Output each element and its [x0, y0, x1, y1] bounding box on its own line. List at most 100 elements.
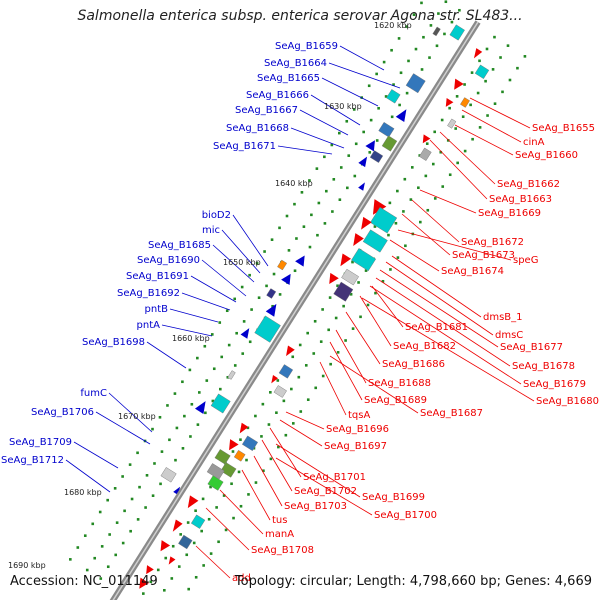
gene-feature [286, 345, 295, 357]
gene-feature [378, 121, 395, 138]
gene-label-right: cinA [523, 137, 545, 148]
gene-label-right: dmsB_1 [483, 312, 523, 323]
gene-label-right: SeAg_B1662 [497, 179, 560, 190]
leader-line [454, 124, 514, 156]
tick-label: 1680 kbp [64, 488, 102, 497]
gene-feature [473, 48, 483, 59]
gene-label-right: SeAg_B1687 [420, 408, 483, 419]
tick-dot [233, 364, 237, 367]
leader-line [419, 189, 477, 214]
tick-dot [85, 568, 89, 572]
tick-dot [375, 139, 379, 142]
tick-dot [364, 269, 368, 272]
tick-dot [187, 587, 191, 591]
tick-dot [426, 208, 430, 212]
tick-dot [230, 482, 233, 486]
leader-line [65, 459, 111, 493]
gene-feature [220, 462, 237, 478]
tick-labels: 1620 kbp 1630 kbp 1640 kbp 1650 kbp 1660 kbp… [8, 21, 412, 570]
tick-dot [458, 8, 461, 12]
gene-feature [214, 449, 231, 465]
leader-line [277, 145, 333, 155]
gene-feature [210, 393, 231, 414]
gene-label-right: SeAg_B1674 [441, 266, 504, 277]
gene-feature [361, 216, 372, 230]
tick-dot [491, 68, 495, 71]
tick-dot [246, 426, 250, 430]
gene-label-left: mic [202, 225, 220, 236]
tick-dot [196, 356, 199, 360]
tick-dot [321, 374, 325, 378]
leader-line [439, 131, 496, 185]
gene-label-right: SeAg_B1678 [512, 361, 575, 372]
tick-dot [171, 544, 175, 548]
tick-dot [352, 108, 356, 111]
leader-line [361, 297, 535, 402]
tick-dot [349, 292, 353, 296]
tick-dot [285, 214, 289, 218]
gene-feature [358, 156, 368, 168]
tick-dot [269, 391, 272, 394]
leader-line [339, 45, 385, 71]
tick-dot [339, 166, 343, 169]
gene-label-left: SeAg_B1664 [264, 58, 327, 69]
gene-feature [240, 328, 250, 339]
leader-line [391, 255, 482, 318]
tick-dot [189, 435, 192, 438]
tick-dot [123, 509, 126, 513]
gene-feature [370, 206, 398, 234]
tick-dot [267, 423, 271, 426]
gene-label-left: SeAg_B1709 [9, 437, 72, 448]
tick-dot [170, 577, 174, 580]
tick-dot [293, 269, 297, 273]
tick-dot [374, 291, 377, 295]
tick-dot [351, 327, 355, 330]
tick-dot [215, 506, 218, 509]
tick-dot [506, 44, 510, 47]
tick-dot [478, 126, 482, 129]
tick-dot [424, 174, 428, 178]
tick-dot [212, 367, 216, 371]
gene-label-right: SeAg_B1660 [515, 150, 578, 161]
gene-label-left: SeAg_B1665 [257, 73, 320, 84]
gene-feature [229, 439, 239, 451]
tick-dot [220, 355, 224, 359]
gene-feature [365, 140, 375, 152]
tick-dot [225, 309, 229, 313]
tick-dot [262, 469, 265, 473]
leader-line [389, 239, 440, 272]
tick-dot [357, 281, 360, 284]
tick-dot [362, 130, 365, 134]
leader-line [401, 213, 451, 256]
leader-line [310, 94, 361, 126]
leader-line [73, 441, 119, 469]
gene-feature [422, 134, 431, 144]
tick-dot [396, 189, 399, 193]
tick-dot [377, 106, 380, 110]
topology-text: Topology: circular; Length: 4,798,660 bp… [234, 574, 592, 589]
leader-line [335, 329, 367, 384]
tick-dot [210, 333, 214, 336]
tick-dot [428, 56, 431, 59]
tick-dot [227, 343, 231, 347]
tick-dot [194, 575, 198, 579]
tick-dot [304, 364, 308, 367]
tick-dot [390, 48, 393, 52]
tick-dot [108, 533, 111, 536]
tick-dot [390, 115, 394, 119]
tick-dot [163, 588, 166, 592]
gene-label-right: manA [265, 529, 294, 540]
gene-feature [353, 233, 364, 246]
tick-dot [508, 78, 512, 82]
tick-dot [121, 475, 124, 478]
tick-dot [328, 296, 332, 299]
leader-line [161, 324, 213, 337]
tick-dot [382, 60, 386, 64]
tick-dot [484, 79, 487, 83]
gene-feature [241, 435, 259, 452]
tick-label: 1660 kbp [172, 334, 210, 343]
tick-dot [437, 12, 440, 15]
tick-dot [441, 185, 445, 188]
leader-line [379, 269, 499, 348]
tick-dot [325, 189, 328, 193]
